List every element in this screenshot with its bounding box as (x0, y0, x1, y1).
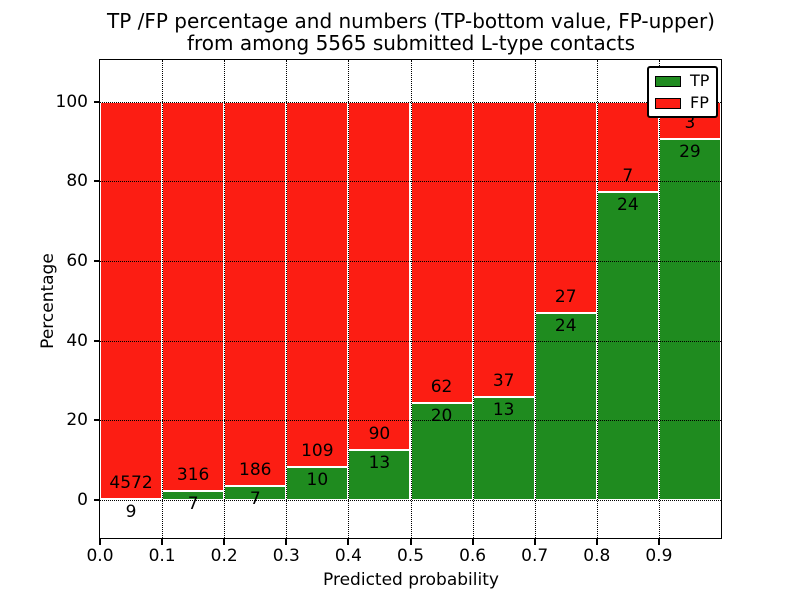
x-tick-label: 0.1 (148, 546, 176, 566)
y-tick-mark (94, 100, 100, 103)
y-tick-label: 100 (55, 91, 88, 112)
x-tick-mark (409, 539, 412, 545)
legend-swatch-fp-icon (655, 97, 681, 109)
y-tick-label: 20 (66, 410, 88, 431)
x-tick-label: 0.2 (210, 546, 238, 566)
bar-fp-segment (348, 101, 411, 450)
bar-tp-segment (348, 449, 411, 501)
x-tick-label: 0.8 (583, 546, 611, 566)
bar-tp-segment (100, 499, 163, 502)
chart-title: TP /FP percentage and numbers (TP-bottom… (100, 10, 722, 54)
legend-label-fp: FP (690, 93, 709, 112)
chart-title-line2: from among 5565 submitted L-type contact… (186, 31, 636, 55)
bar-tp-segment (472, 396, 535, 501)
legend-entry-fp: FP (655, 95, 709, 111)
x-tick-mark (161, 539, 164, 545)
bar-fp-segment (534, 101, 597, 313)
x-tick-label: 0.5 (396, 546, 425, 566)
bar-tp-segment (596, 191, 659, 501)
x-tick-label: 0.4 (334, 546, 362, 566)
legend-label-tp: TP (690, 71, 710, 90)
bar-fp-segment (286, 101, 349, 467)
x-tick-mark (99, 539, 101, 545)
x-tick-mark (223, 539, 226, 545)
y-tick-mark (94, 180, 100, 183)
x-axis-label: Predicted probability (323, 570, 499, 590)
x-tick-label: 0.3 (272, 546, 300, 566)
bar-fp-segment (410, 101, 473, 403)
bar-tp-segment (286, 466, 349, 501)
y-tick-label: 80 (66, 171, 88, 192)
bar-fp-segment (224, 101, 287, 486)
x-tick-label: 0.9 (645, 546, 673, 566)
y-axis-label: Percentage (38, 253, 58, 349)
bar-fp-segment (162, 101, 225, 492)
bar-tp-segment (224, 485, 287, 501)
x-tick-mark (285, 539, 288, 545)
bar-fp-segment (472, 101, 535, 397)
bar-tp-segment (534, 312, 597, 501)
plot-area: 4572 9 316 7 186 7 109 10 90 13 62 20 37 13 27 24 7 24 3 29 (100, 60, 721, 538)
y-tick-mark (94, 419, 100, 422)
bar-tp-segment (162, 491, 225, 501)
y-tick-label: 0 (77, 490, 88, 511)
y-tick-mark (94, 499, 100, 502)
chart-title-line1: TP /FP percentage and numbers (TP-bottom… (107, 9, 715, 33)
y-tick-mark (94, 260, 100, 263)
x-tick-mark (471, 539, 474, 545)
x-tick-mark (657, 539, 660, 545)
x-tick-mark (347, 539, 350, 545)
x-tick-label: 0.6 (459, 546, 487, 566)
x-tick-mark (595, 539, 598, 545)
legend-entry-tp: TP (655, 73, 709, 89)
x-tick-mark (533, 539, 536, 545)
y-tick-mark (94, 339, 100, 342)
x-tick-label: 0.7 (521, 546, 549, 566)
bars-layer (100, 60, 721, 538)
y-tick-label: 40 (66, 330, 88, 351)
bar-fp-segment (100, 101, 163, 500)
legend: TP FP (647, 66, 719, 118)
y-tick-label: 60 (66, 251, 88, 272)
legend-swatch-tp-icon (655, 75, 681, 87)
x-tick-label: 0.0 (86, 546, 114, 566)
bar-tp-segment (658, 139, 721, 501)
bar-tp-segment (410, 402, 473, 501)
